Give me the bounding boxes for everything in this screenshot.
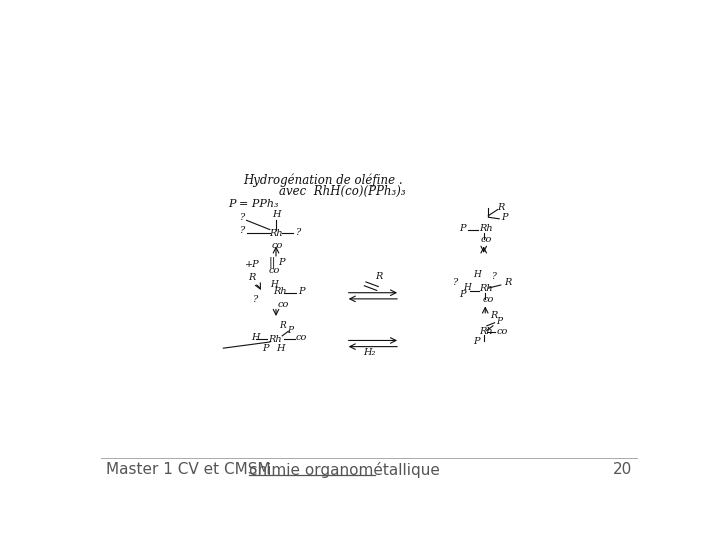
Text: P: P [279, 258, 285, 267]
Text: Rh: Rh [479, 327, 492, 335]
Text: Master 1 CV et CMSM: Master 1 CV et CMSM [106, 462, 270, 477]
Text: ?: ? [240, 226, 246, 235]
Text: ?: ? [253, 295, 258, 304]
Text: H: H [251, 334, 260, 342]
Text: 20: 20 [613, 462, 632, 477]
Text: co: co [277, 300, 289, 308]
Text: co: co [482, 295, 493, 304]
Text: P: P [500, 213, 508, 222]
Text: ?: ? [453, 278, 458, 287]
Text: P: P [473, 338, 480, 346]
Text: Hydrogénation de oléfine .: Hydrogénation de oléfine . [243, 174, 402, 187]
Text: P: P [262, 344, 269, 353]
Text: Rh: Rh [269, 335, 282, 344]
Text: co: co [271, 241, 283, 250]
Text: ?: ? [296, 228, 302, 237]
Text: Rh: Rh [269, 229, 283, 238]
Text: co: co [295, 334, 307, 342]
Text: R: R [279, 321, 286, 330]
Text: P = PPh₃: P = PPh₃ [228, 199, 279, 209]
Text: R: R [498, 202, 505, 212]
Text: R: R [490, 311, 498, 320]
Text: P: P [459, 291, 465, 299]
Text: H: H [271, 210, 280, 219]
Text: co: co [481, 235, 492, 244]
Text: R: R [248, 273, 256, 282]
Text: P: P [459, 224, 465, 233]
Text: chimie organométallique: chimie organométallique [249, 462, 440, 478]
Text: co: co [269, 266, 279, 275]
Text: H₂: H₂ [363, 348, 375, 357]
Text: avec  RhH(co)(PPh₃)₃: avec RhH(co)(PPh₃)₃ [279, 185, 405, 198]
Text: Rh: Rh [479, 284, 492, 293]
Text: P: P [287, 326, 293, 335]
Text: P: P [297, 287, 305, 296]
Text: Rh: Rh [273, 287, 287, 296]
Text: R: R [375, 272, 382, 281]
Text: co: co [496, 327, 508, 335]
Text: R: R [504, 278, 511, 287]
Text: Rh: Rh [479, 224, 492, 233]
Text: H: H [464, 282, 472, 292]
Text: H: H [473, 271, 481, 279]
Text: ?: ? [240, 213, 246, 222]
Text: H: H [270, 280, 278, 288]
Text: ||: || [269, 257, 276, 268]
Text: H: H [276, 344, 284, 353]
Text: ?: ? [492, 272, 496, 281]
Text: +P: +P [245, 260, 260, 268]
Text: P: P [496, 318, 502, 326]
